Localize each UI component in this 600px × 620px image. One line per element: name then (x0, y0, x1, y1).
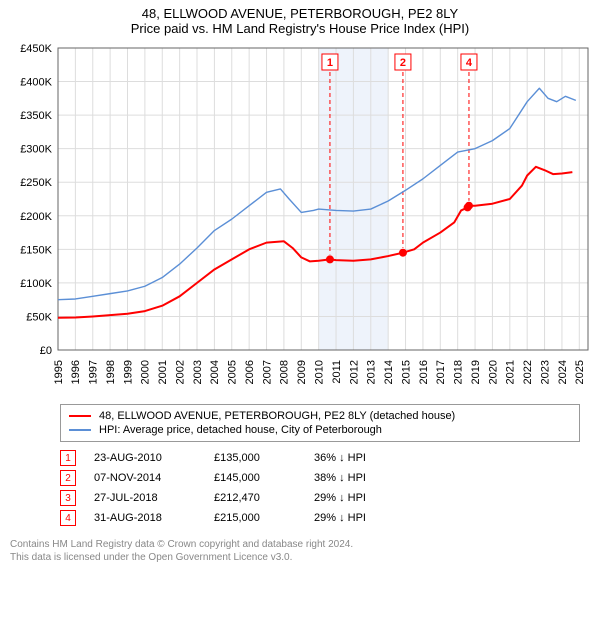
sales-row: 4 31-AUG-2018£215,00029% ↓ HPI (60, 508, 580, 528)
sales-delta: 36% ↓ HPI (314, 452, 424, 464)
svg-text:2018: 2018 (453, 360, 465, 384)
svg-text:4: 4 (466, 57, 473, 69)
svg-text:2013: 2013 (366, 360, 378, 384)
sales-date: 31-AUG-2018 (94, 512, 214, 524)
sales-date: 23-AUG-2010 (94, 452, 214, 464)
sales-date: 27-JUL-2018 (94, 492, 214, 504)
sales-date: 07-NOV-2014 (94, 472, 214, 484)
svg-text:2012: 2012 (348, 360, 360, 384)
legend-label: HPI: Average price, detached house, City… (99, 424, 382, 436)
legend-label: 48, ELLWOOD AVENUE, PETERBOROUGH, PE2 8L… (99, 410, 455, 422)
svg-text:2002: 2002 (174, 360, 186, 384)
svg-text:£150K: £150K (20, 244, 52, 256)
svg-text:2008: 2008 (279, 360, 291, 384)
svg-text:1999: 1999 (122, 360, 134, 384)
svg-text:2023: 2023 (539, 360, 551, 384)
sales-price: £215,000 (214, 512, 314, 524)
legend-item: 48, ELLWOOD AVENUE, PETERBOROUGH, PE2 8L… (69, 409, 571, 423)
svg-text:£100K: £100K (20, 278, 52, 290)
footer: Contains HM Land Registry data © Crown c… (0, 534, 600, 572)
footer-line: Contains HM Land Registry data © Crown c… (10, 538, 590, 551)
sales-row: 1 23-AUG-2010£135,00036% ↓ HPI (60, 448, 580, 468)
price-chart: £0 £50K £100K £150K £200K £250K £300K £350K £400… (0, 38, 600, 398)
svg-text:2004: 2004 (209, 360, 221, 384)
sales-price: £212,470 (214, 492, 314, 504)
svg-text:1: 1 (327, 57, 333, 69)
sales-row: 2 07-NOV-2014£145,00038% ↓ HPI (60, 468, 580, 488)
svg-text:1996: 1996 (70, 360, 82, 384)
page-subtitle: Price paid vs. HM Land Registry's House … (10, 21, 590, 36)
svg-text:2021: 2021 (505, 360, 517, 384)
legend: 48, ELLWOOD AVENUE, PETERBOROUGH, PE2 8L… (60, 404, 580, 442)
svg-text:1997: 1997 (88, 360, 100, 384)
legend-swatch (69, 429, 91, 431)
svg-text:1998: 1998 (105, 360, 117, 384)
svg-text:2022: 2022 (522, 360, 534, 384)
svg-text:2015: 2015 (400, 360, 412, 384)
svg-text:2010: 2010 (314, 360, 326, 384)
svg-text:2009: 2009 (296, 360, 308, 384)
sales-delta: 38% ↓ HPI (314, 472, 424, 484)
sales-badge: 4 (60, 510, 76, 526)
page-title: 48, ELLWOOD AVENUE, PETERBOROUGH, PE2 8L… (10, 6, 590, 21)
sales-badge: 3 (60, 490, 76, 506)
footer-line: This data is licensed under the Open Gov… (10, 551, 590, 564)
svg-text:£450K: £450K (20, 43, 52, 55)
svg-text:2000: 2000 (140, 360, 152, 384)
svg-text:2025: 2025 (574, 360, 586, 384)
sales-table: 1 23-AUG-2010£135,00036% ↓ HPI 2 07-NOV-201… (60, 448, 580, 528)
svg-text:£350K: £350K (20, 110, 52, 122)
svg-text:2003: 2003 (192, 360, 204, 384)
sales-delta: 29% ↓ HPI (314, 492, 424, 504)
svg-text:2020: 2020 (487, 360, 499, 384)
svg-text:1995: 1995 (53, 360, 65, 384)
svg-text:2005: 2005 (227, 360, 239, 384)
svg-text:£300K: £300K (20, 144, 52, 156)
svg-text:2019: 2019 (470, 360, 482, 384)
sales-price: £145,000 (214, 472, 314, 484)
svg-text:2: 2 (400, 57, 406, 69)
sales-delta: 29% ↓ HPI (314, 512, 424, 524)
svg-text:£200K: £200K (20, 211, 52, 223)
svg-text:2016: 2016 (418, 360, 430, 384)
svg-text:2007: 2007 (261, 360, 273, 384)
sales-row: 3 27-JUL-2018£212,47029% ↓ HPI (60, 488, 580, 508)
svg-text:2017: 2017 (435, 360, 447, 384)
sales-badge: 1 (60, 450, 76, 466)
sales-price: £135,000 (214, 452, 314, 464)
legend-item: HPI: Average price, detached house, City… (69, 423, 571, 437)
svg-text:2011: 2011 (331, 360, 343, 384)
svg-text:2001: 2001 (157, 360, 169, 384)
sales-badge: 2 (60, 470, 76, 486)
svg-text:£400K: £400K (20, 77, 52, 89)
svg-text:£50K: £50K (26, 311, 52, 323)
svg-text:£250K: £250K (20, 177, 52, 189)
svg-text:£0: £0 (40, 345, 52, 357)
svg-text:2006: 2006 (244, 360, 256, 384)
svg-text:2014: 2014 (383, 360, 395, 384)
legend-swatch (69, 415, 91, 417)
svg-text:2024: 2024 (557, 360, 569, 384)
